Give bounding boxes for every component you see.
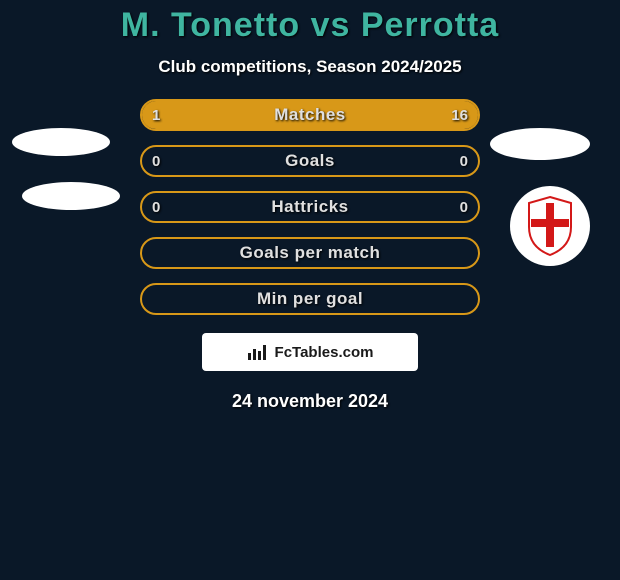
attribution-box: FcTables.com bbox=[202, 333, 418, 371]
stat-bar: Goals0 0 bbox=[140, 145, 480, 177]
stat-value-right: 0 bbox=[460, 193, 468, 221]
stat-value-left: 1 bbox=[152, 101, 160, 129]
stat-label: Hattricks bbox=[142, 193, 478, 221]
stat-bar: Min per goal bbox=[140, 283, 480, 315]
comparison-infographic: M. Tonetto vs Perrotta Club competitions… bbox=[0, 6, 620, 580]
padova-crest bbox=[510, 186, 590, 266]
stat-value-left: 0 bbox=[152, 193, 160, 221]
stat-value-right: 0 bbox=[460, 147, 468, 175]
attribution-text: FcTables.com bbox=[275, 344, 374, 361]
subtitle: Club competitions, Season 2024/2025 bbox=[0, 57, 620, 77]
shield-icon bbox=[525, 195, 575, 257]
stat-bar: Goals per match bbox=[140, 237, 480, 269]
stat-value-left: 0 bbox=[152, 147, 160, 175]
page-title: M. Tonetto vs Perrotta bbox=[0, 6, 620, 45]
left-team-ellipse-2 bbox=[22, 182, 120, 210]
bars-icon bbox=[247, 343, 269, 361]
stat-label: Goals bbox=[142, 147, 478, 175]
left-team-ellipse-1 bbox=[12, 128, 110, 156]
stat-label: Min per goal bbox=[142, 285, 478, 313]
stat-bar: Hattricks0 0 bbox=[140, 191, 480, 223]
stat-label: Goals per match bbox=[142, 239, 478, 267]
stat-label: Matches bbox=[142, 101, 478, 129]
stat-value-right: 16 bbox=[451, 101, 468, 129]
date-text: 24 november 2024 bbox=[0, 391, 620, 412]
stat-bar: Matches1 16 bbox=[140, 99, 480, 131]
right-team-ellipse bbox=[490, 128, 590, 160]
